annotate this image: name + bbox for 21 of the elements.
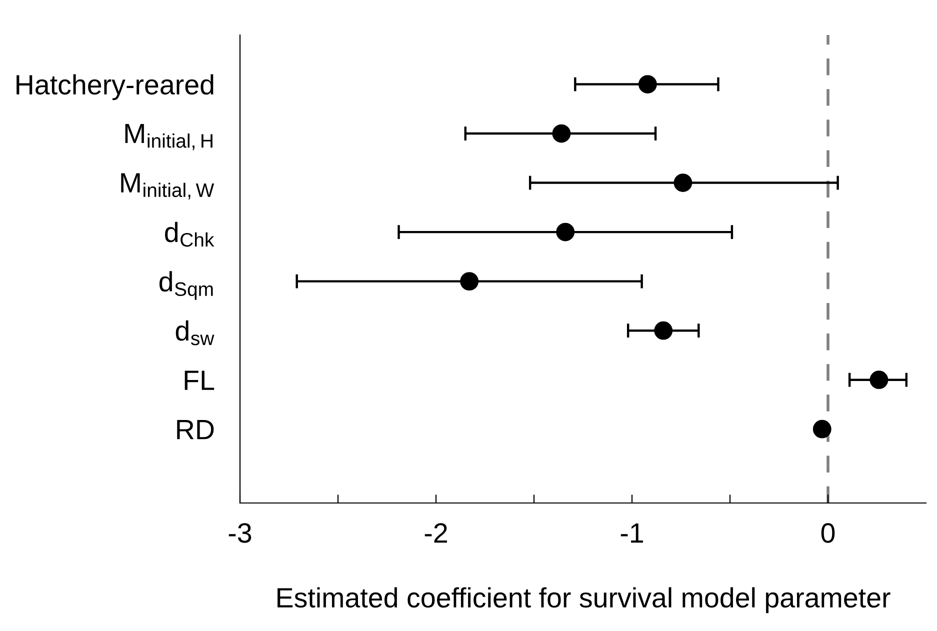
y-tick-label: d$_{Chk}$ [165, 222, 214, 247]
point [638, 75, 657, 94]
point [460, 272, 479, 291]
point [556, 222, 575, 242]
point [812, 420, 832, 438]
x-tick-label: -1 [620, 523, 643, 543]
x-tick-label: -3 [228, 523, 252, 543]
point [654, 321, 673, 340]
y-tick-label: M$_{initial,H}$ [125, 124, 212, 150]
point [552, 124, 571, 143]
x-axis-title: Estimated coefficient for survival model parameter [278, 587, 890, 614]
point [674, 174, 692, 192]
y-tick-label: Hatchery-reared [16, 74, 214, 100]
y-tick-label: d$_{sw}$ [176, 320, 214, 346]
y-tick-label: d$_{Sqm}$ [160, 271, 213, 300]
y-tick-label: M$_{initial,W}$ [121, 173, 214, 200]
x-tick-label: 0 [821, 523, 835, 543]
y-tick-label: RD [177, 420, 214, 440]
point [870, 370, 888, 390]
x-tick-label: -2 [424, 523, 447, 543]
y-tick-label: FL [184, 370, 214, 390]
